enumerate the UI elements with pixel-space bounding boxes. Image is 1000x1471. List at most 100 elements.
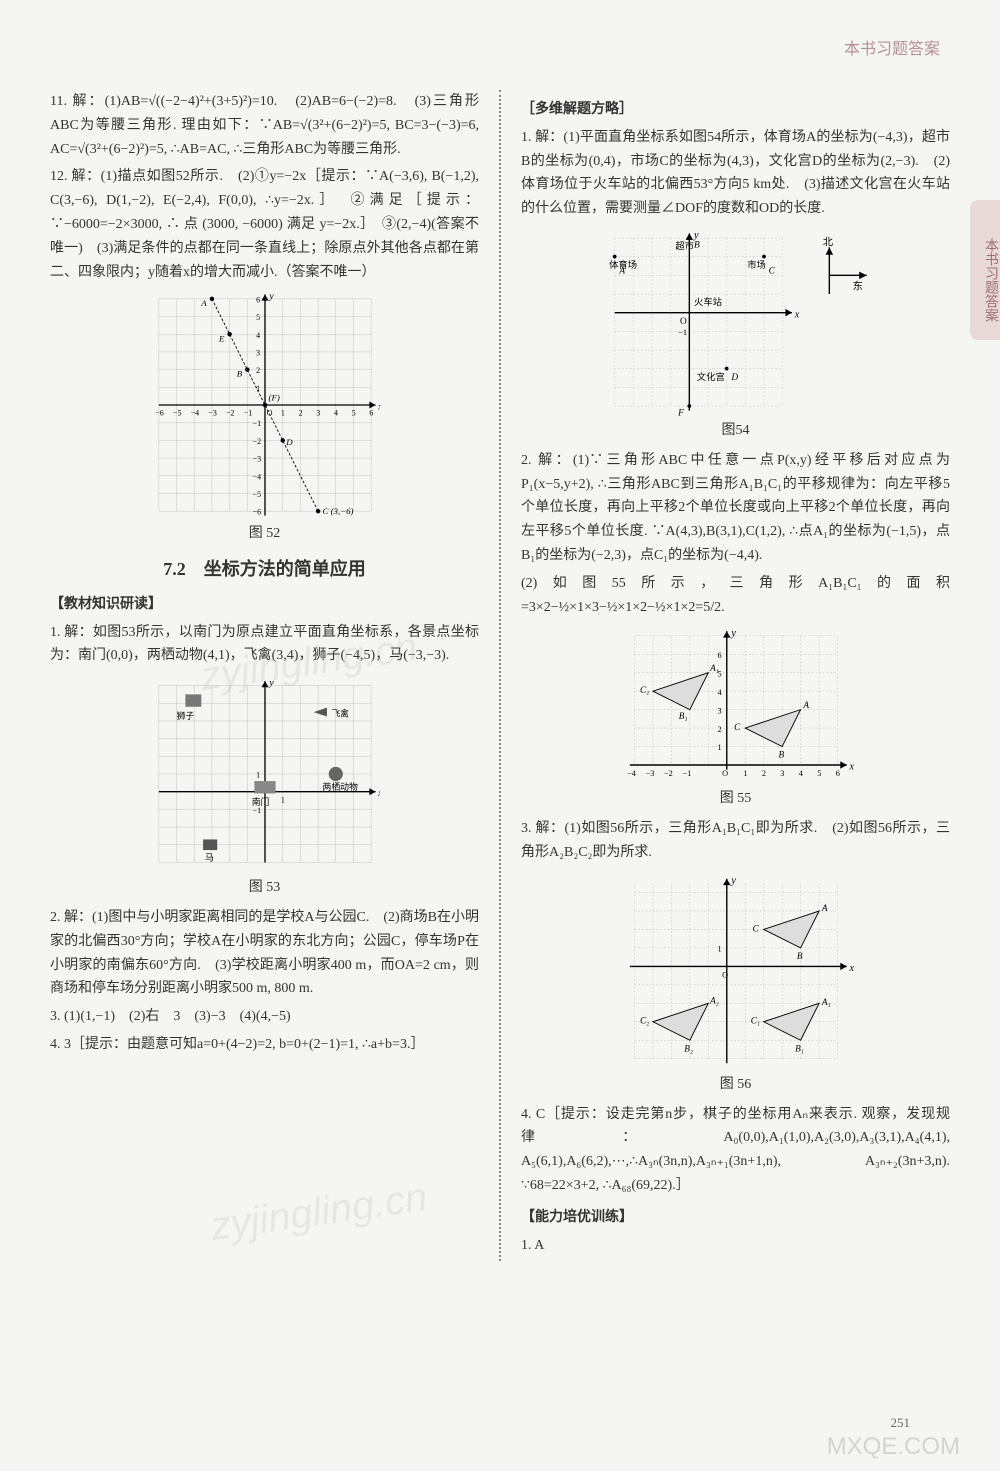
svg-text:马: 马 (204, 853, 213, 863)
svg-text:6: 6 (256, 296, 260, 305)
svg-text:y: y (268, 678, 274, 689)
svg-text:2: 2 (717, 725, 721, 734)
svg-text:1: 1 (280, 409, 284, 418)
svg-text:2: 2 (761, 769, 765, 778)
svg-text:−6: −6 (252, 508, 260, 517)
svg-text:x: x (848, 762, 854, 773)
svg-text:−3: −3 (252, 455, 260, 464)
svg-text:−2: −2 (226, 409, 234, 418)
bottom-watermark: MXQE.COM (827, 1433, 960, 1461)
svg-text:4: 4 (798, 769, 803, 778)
left-column: 11. 解：(1)AB=√((−2−4)²+(3+5)²)=10. (2)AB=… (50, 90, 487, 1261)
figure-53: x y 1 1 −1 狮子 飞禽 南门 两栖动物 马 图 53 (50, 674, 479, 900)
svg-text:x: x (377, 402, 380, 413)
svg-text:A₁: A₁ (709, 663, 719, 673)
svg-text:−1: −1 (678, 328, 687, 337)
svg-text:3: 3 (256, 349, 260, 358)
svg-text:3: 3 (316, 409, 320, 418)
svg-text:南门: 南门 (251, 796, 269, 807)
svg-text:文化宫: 文化宫 (696, 371, 724, 383)
svg-text:B₁: B₁ (678, 711, 687, 721)
svg-text:C (3,−6): C (3,−6) (322, 506, 353, 516)
svg-text:3: 3 (717, 707, 721, 716)
svg-text:x: x (793, 309, 799, 320)
svg-text:y: y (693, 230, 699, 241)
svg-text:两栖动物: 两栖动物 (322, 781, 357, 792)
svg-text:1: 1 (743, 769, 747, 778)
svg-text:C₂: C₂ (640, 1015, 649, 1025)
svg-text:A: A (802, 700, 809, 710)
svg-text:O: O (722, 970, 728, 979)
svg-text:−4: −4 (252, 473, 260, 482)
svg-text:D: D (285, 437, 293, 447)
svg-text:C: C (734, 722, 741, 732)
r-problem-1: 1. 解：(1)平面直角坐标系如图54所示，体育场A的坐标为(−4,3)，超市B… (521, 126, 950, 221)
svg-text:4: 4 (256, 331, 260, 340)
svg-text:x: x (848, 963, 854, 974)
r-problem-4: 4. C［提示：设走完第n步，棋子的坐标用Aₙ来表示. 观察，发现规律：A₀(0… (521, 1103, 950, 1198)
svg-text:−1: −1 (243, 409, 251, 418)
problem-2: 2. 解：(1)图中与小明家距离相同的是学校A与公园C. (2)商场B在小明家的… (50, 906, 479, 1001)
svg-text:东: 东 (852, 279, 862, 292)
svg-text:A: A (200, 298, 207, 308)
svg-text:−5: −5 (252, 490, 260, 499)
svg-text:C₁: C₁ (750, 1015, 759, 1025)
svg-text:5: 5 (256, 313, 260, 322)
fig53-caption: 图 53 (50, 876, 479, 900)
svg-text:B: B (236, 369, 242, 379)
svg-text:6: 6 (835, 769, 839, 778)
svg-text:y: y (730, 875, 736, 886)
svg-text:A: A (820, 903, 827, 913)
svg-text:−4: −4 (190, 409, 198, 418)
svg-text:2: 2 (298, 409, 302, 418)
svg-text:−2: −2 (664, 769, 673, 778)
svg-text:B₂: B₂ (684, 1043, 693, 1053)
svg-text:A₁: A₁ (820, 997, 830, 1007)
svg-text:1: 1 (717, 744, 721, 753)
svg-text:F: F (677, 408, 684, 417)
svg-text:5: 5 (817, 769, 821, 778)
svg-text:1: 1 (717, 944, 721, 953)
svg-text:B: B (778, 750, 784, 760)
svg-text:−3: −3 (208, 409, 216, 418)
problem-4: 4. 3［提示：由题意可知a=0+(4−2)=2, b=0+(2−1)=1, ∴… (50, 1033, 479, 1057)
subsection-1: 【教材知识研读】 (50, 593, 479, 617)
content-columns: 11. 解：(1)AB=√((−2−4)²+(3+5)²)=10. (2)AB=… (50, 90, 950, 1261)
svg-text:1: 1 (256, 771, 260, 780)
subsection-3: 【能力培优训练】 (521, 1206, 950, 1230)
svg-text:y: y (730, 628, 736, 639)
figure-56: x y O 1 A B C A₁ B₁ C₁ A₂ B₂ C₂ 图 56 (521, 871, 950, 1097)
r-problem-2: 2. 解：(1)∵三角形ABC中任意一点P(x,y)经平移后对应点为P₁(x−5… (521, 449, 950, 568)
svg-text:A: A (618, 266, 625, 276)
svg-text:E: E (218, 334, 225, 344)
problem-12: 12. 解：(1)描点如图52所示. (2)①y=−2x［提示：∵A(−3,6)… (50, 165, 479, 284)
svg-text:6: 6 (717, 651, 721, 660)
svg-text:−5: −5 (173, 409, 181, 418)
r-problem-5: 1. A (521, 1234, 950, 1258)
subsection-2: ［多维解题方略］ (521, 98, 950, 122)
svg-text:C: C (752, 923, 759, 933)
problem-3: 3. (1)(1,−1) (2)右 3 (3)−3 (4)(4,−5) (50, 1005, 479, 1029)
svg-text:6: 6 (369, 409, 373, 418)
problem-1: 1. 解：如图53所示，以南门为原点建立平面直角坐标系，各景点坐标为：南门(0,… (50, 621, 479, 669)
svg-text:3: 3 (780, 769, 784, 778)
svg-text:−4: −4 (627, 769, 637, 778)
svg-text:−1: −1 (252, 806, 260, 815)
svg-text:市场: 市场 (747, 259, 766, 271)
header-title: 本书习题答案 (844, 35, 940, 59)
svg-text:超市: 超市 (675, 240, 694, 252)
figure-55: x y −4−3 −2−1 O1 23 45 6 12 34 56 A₁ B₁ … (521, 625, 950, 811)
svg-text:y: y (268, 291, 274, 302)
svg-text:5: 5 (351, 409, 355, 418)
fig54-caption: 图54 (521, 419, 950, 443)
svg-text:x: x (377, 788, 380, 799)
svg-text:狮子: 狮子 (176, 711, 194, 721)
svg-text:北: 北 (822, 236, 832, 248)
svg-text:−1: −1 (252, 420, 260, 429)
svg-text:O: O (722, 769, 728, 778)
figure-54: x y O −1 超市B 体育场A 市场C 火车站 文化宫D F 北 东 图54 (521, 227, 950, 443)
right-column: ［多维解题方略］ 1. 解：(1)平面直角坐标系如图54所示，体育场A的坐标为(… (513, 90, 950, 1261)
svg-text:C: C (768, 266, 775, 276)
svg-text:O: O (680, 317, 687, 327)
side-tab: 本书习题答案 (970, 200, 1000, 340)
